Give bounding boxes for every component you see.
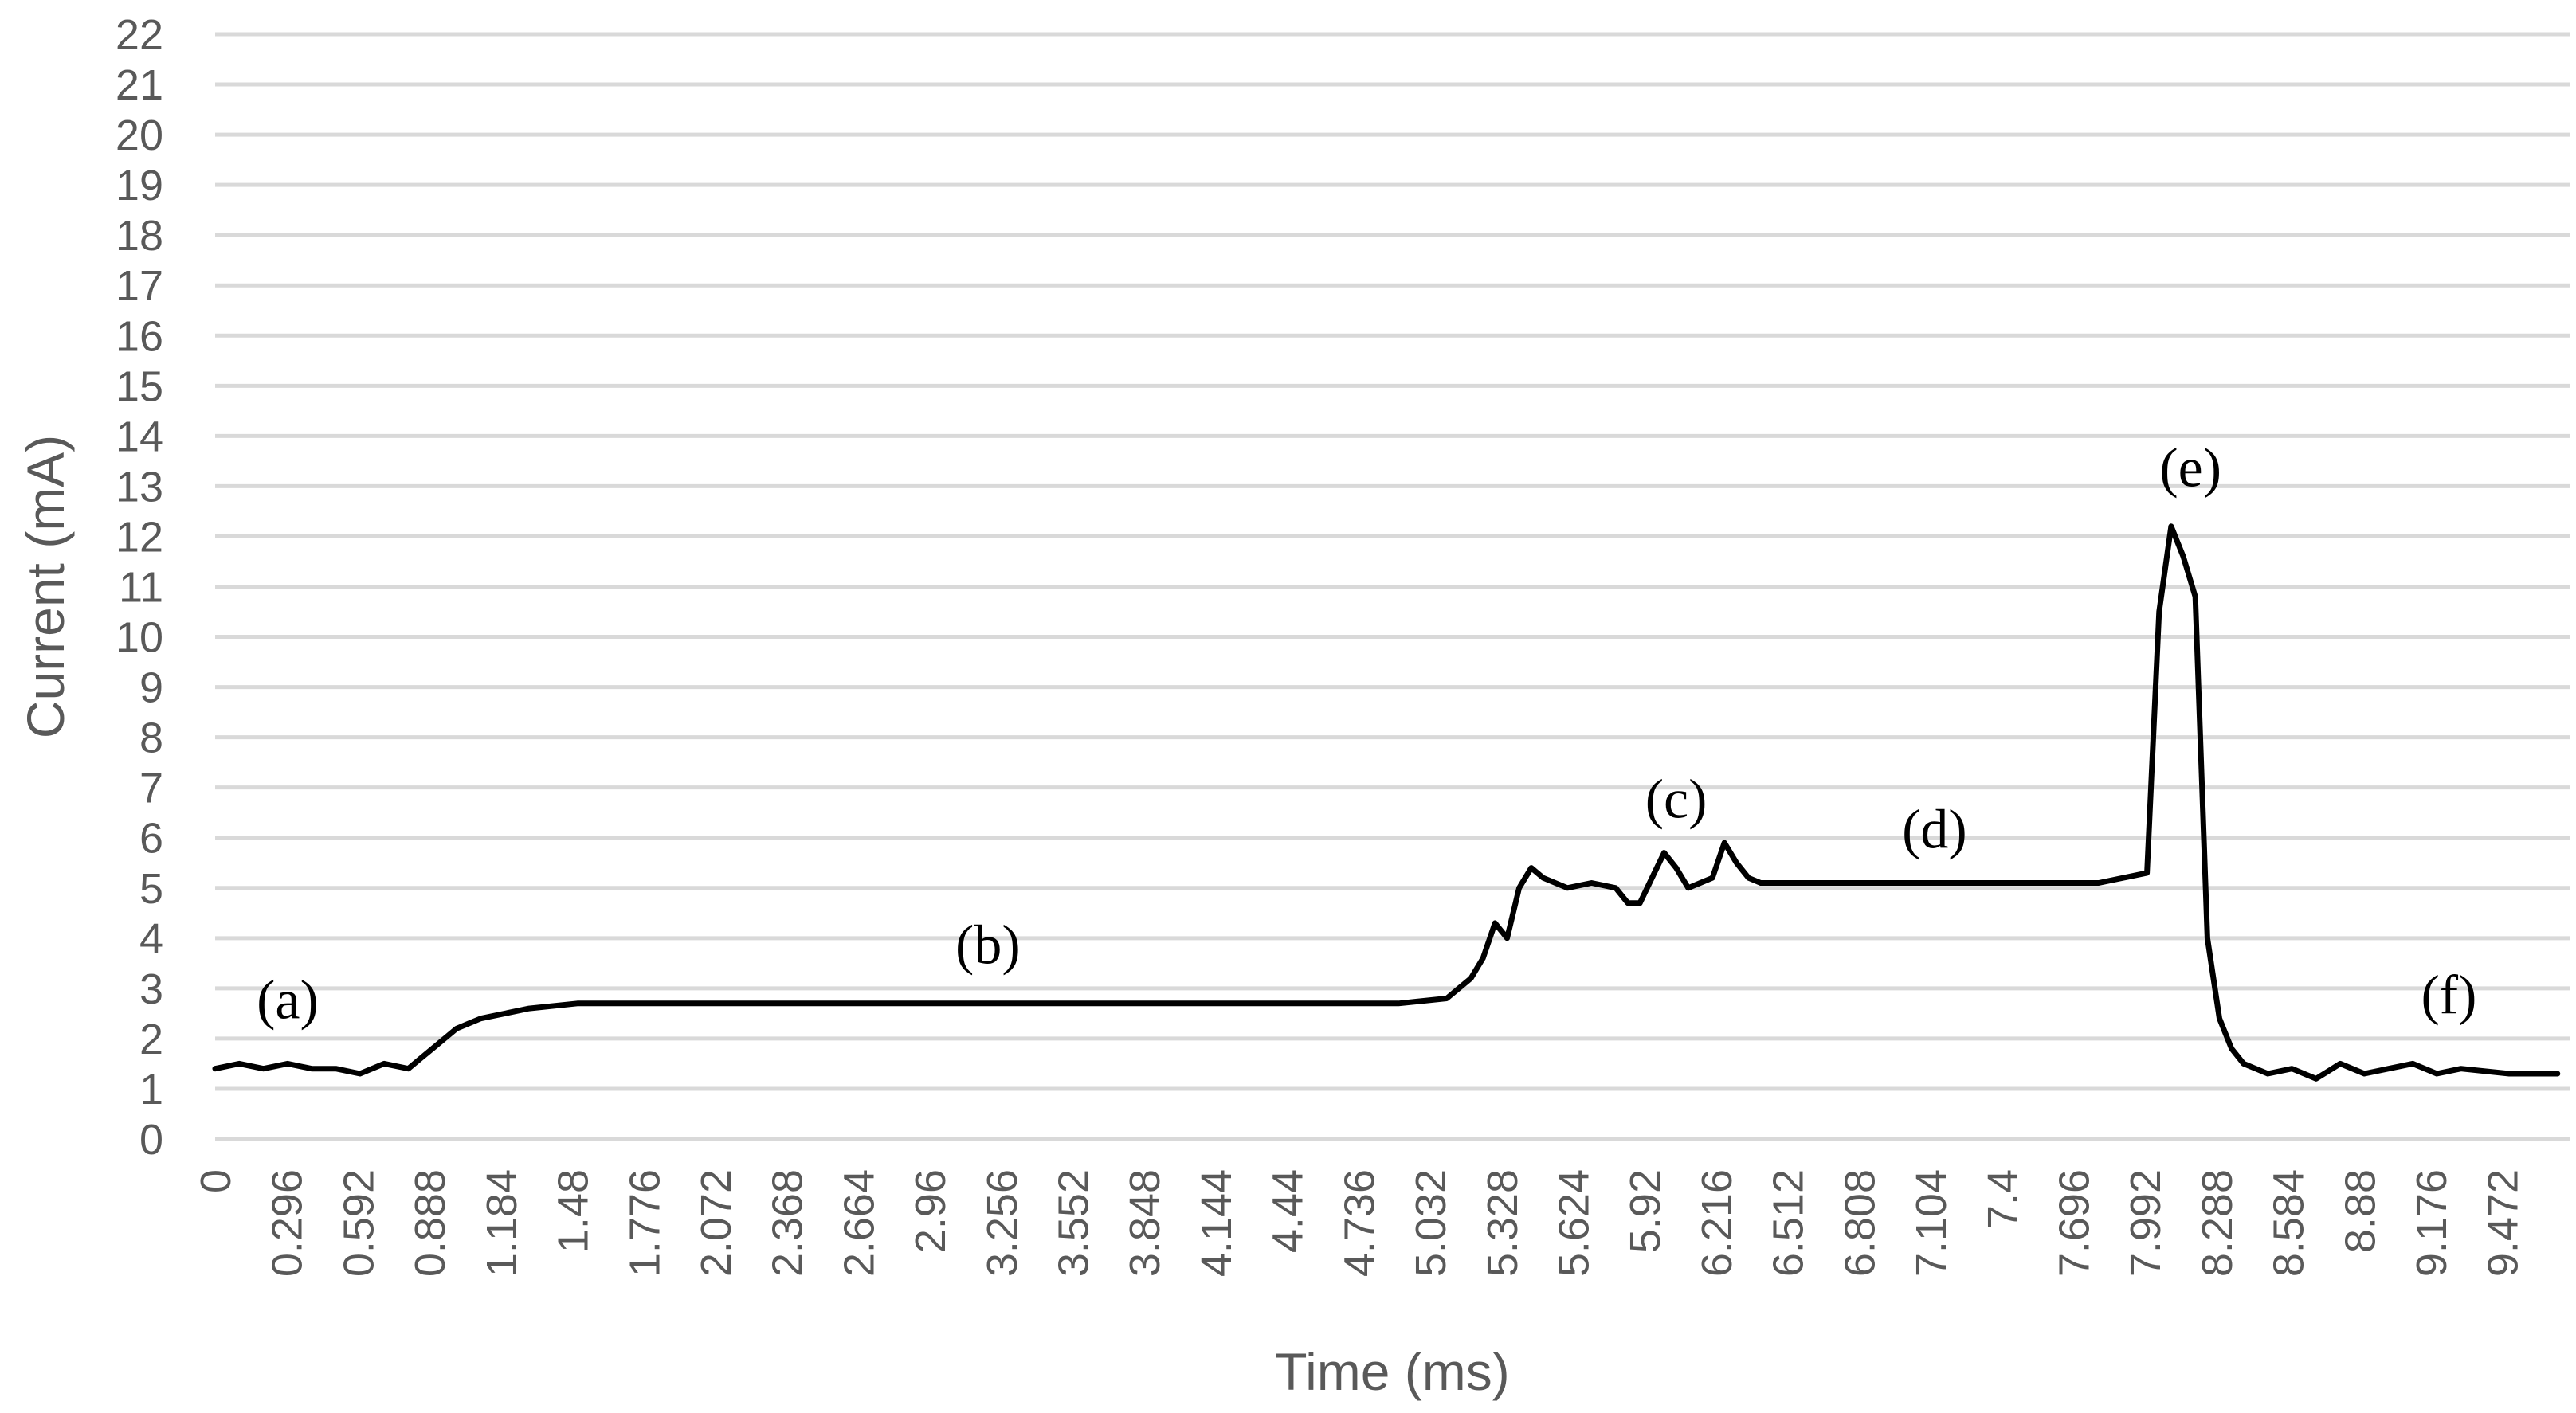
y-tick-label: 17: [116, 262, 163, 310]
y-tick-label: 14: [116, 413, 163, 460]
x-tick-label: 2.368: [764, 1169, 812, 1277]
annotation-label: (c): [1645, 769, 1708, 831]
y-tick-label: 4: [139, 915, 163, 963]
x-tick-label: 7.696: [2050, 1169, 2098, 1277]
x-tick-label: 7.104: [1907, 1169, 1955, 1277]
x-tick-label: 2.072: [692, 1169, 740, 1277]
x-tick-label: 5.032: [1407, 1169, 1455, 1277]
y-tick-label: 13: [116, 463, 163, 511]
y-tick-label: 21: [116, 61, 163, 109]
x-tick-label: 5.624: [1551, 1169, 1598, 1277]
y-tick-label: 9: [139, 664, 163, 712]
annotation-label: (e): [2159, 437, 2221, 499]
y-tick-label: 22: [116, 11, 163, 59]
x-tick-label: 6.808: [1836, 1169, 1884, 1277]
y-tick-label: 18: [116, 212, 163, 260]
x-tick-label: 4.736: [1335, 1169, 1383, 1277]
x-tick-label: 7.992: [2122, 1169, 2170, 1277]
series-layer: [212, 523, 2561, 1082]
y-tick-label: 5: [139, 865, 163, 913]
x-tick-label: 0.296: [264, 1169, 312, 1277]
x-tick-label: 9.472: [2480, 1169, 2527, 1277]
annotation-label: (a): [257, 970, 319, 1031]
x-tick-label: 0: [192, 1169, 240, 1193]
x-tick-label: 0.888: [406, 1169, 454, 1277]
y-tick-label: 1: [139, 1066, 163, 1114]
y-tick-label: 12: [116, 513, 163, 561]
annotation-label: (f): [2421, 965, 2476, 1026]
annotation-label: (b): [955, 914, 1021, 976]
y-tick-label: 2: [139, 1016, 163, 1063]
x-tick-label: 2.664: [835, 1169, 883, 1277]
y-tick-label: 7: [139, 765, 163, 812]
x-tick-label: 4.44: [1264, 1169, 1312, 1253]
y-tick-label: 3: [139, 965, 163, 1013]
y-tick-label: 16: [116, 312, 163, 360]
x-tick-label: 9.176: [2408, 1169, 2456, 1277]
x-tick-label: 0.592: [335, 1169, 382, 1277]
x-tick-label: 3.552: [1050, 1169, 1098, 1277]
x-tick-label: 7.4: [1979, 1169, 2027, 1229]
annotations-layer: (a) (b) (c) (d) (e) (f): [257, 437, 2476, 1031]
y-tick-label: 0: [139, 1116, 163, 1164]
y-tick-label: 19: [116, 162, 163, 209]
x-tick-label: 2.96: [907, 1169, 955, 1253]
y-axis-title: Current (mA): [16, 435, 75, 738]
x-tick-label: 1.48: [550, 1169, 598, 1253]
y-tick-label: 11: [119, 564, 163, 612]
x-tick-label: 8.288: [2194, 1169, 2241, 1277]
x-tick-label: 8.584: [2265, 1169, 2313, 1277]
x-axis-ticks: 0 0.296 0.592 0.888 1.184 1.48 1.776 2.072 2.368…: [192, 1169, 2527, 1277]
annotation-label: (d): [1902, 799, 1967, 860]
series-line: [212, 523, 2561, 1082]
x-tick-label: 6.512: [1765, 1169, 1813, 1277]
y-tick-label: 8: [139, 714, 163, 762]
x-tick-label: 1.776: [621, 1169, 669, 1277]
x-tick-label: 5.328: [1479, 1169, 1527, 1277]
y-tick-label: 20: [116, 112, 163, 159]
x-tick-label: 8.88: [2336, 1169, 2384, 1253]
x-tick-label: 3.848: [1121, 1169, 1169, 1277]
x-tick-label: 4.144: [1193, 1169, 1241, 1277]
gridlines: [215, 32, 2570, 1141]
y-tick-label: 15: [116, 362, 163, 410]
x-tick-label: 6.216: [1693, 1169, 1741, 1277]
y-tick-label: 6: [139, 815, 163, 863]
x-tick-label: 1.184: [478, 1169, 526, 1277]
y-tick-label: 10: [116, 614, 163, 662]
x-tick-label: 5.92: [1621, 1169, 1669, 1253]
x-axis-title: Time (ms): [1275, 1342, 1510, 1401]
x-tick-label: 3.256: [978, 1169, 1026, 1277]
